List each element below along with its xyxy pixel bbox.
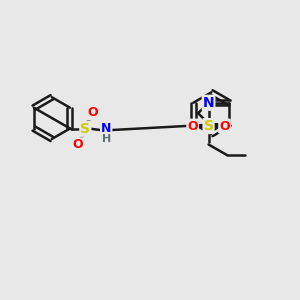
Text: O: O (219, 120, 230, 133)
Text: O: O (187, 120, 198, 133)
Text: S: S (203, 119, 214, 133)
Text: N: N (203, 96, 214, 110)
Text: N: N (101, 122, 111, 135)
Text: O: O (87, 106, 98, 119)
Text: O: O (73, 138, 83, 151)
Text: H: H (101, 134, 111, 144)
Text: S: S (80, 122, 90, 136)
